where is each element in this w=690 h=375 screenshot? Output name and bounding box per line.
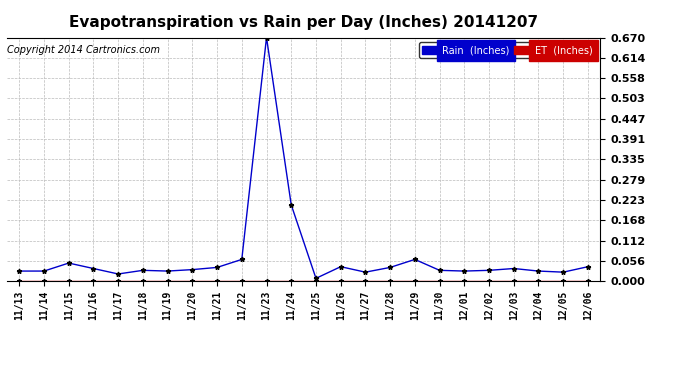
Text: Evapotranspiration vs Rain per Day (Inches) 20141207: Evapotranspiration vs Rain per Day (Inch…: [69, 15, 538, 30]
Legend: Rain  (Inches), ET  (Inches): Rain (Inches), ET (Inches): [419, 42, 595, 58]
Text: Copyright 2014 Cartronics.com: Copyright 2014 Cartronics.com: [7, 45, 160, 55]
